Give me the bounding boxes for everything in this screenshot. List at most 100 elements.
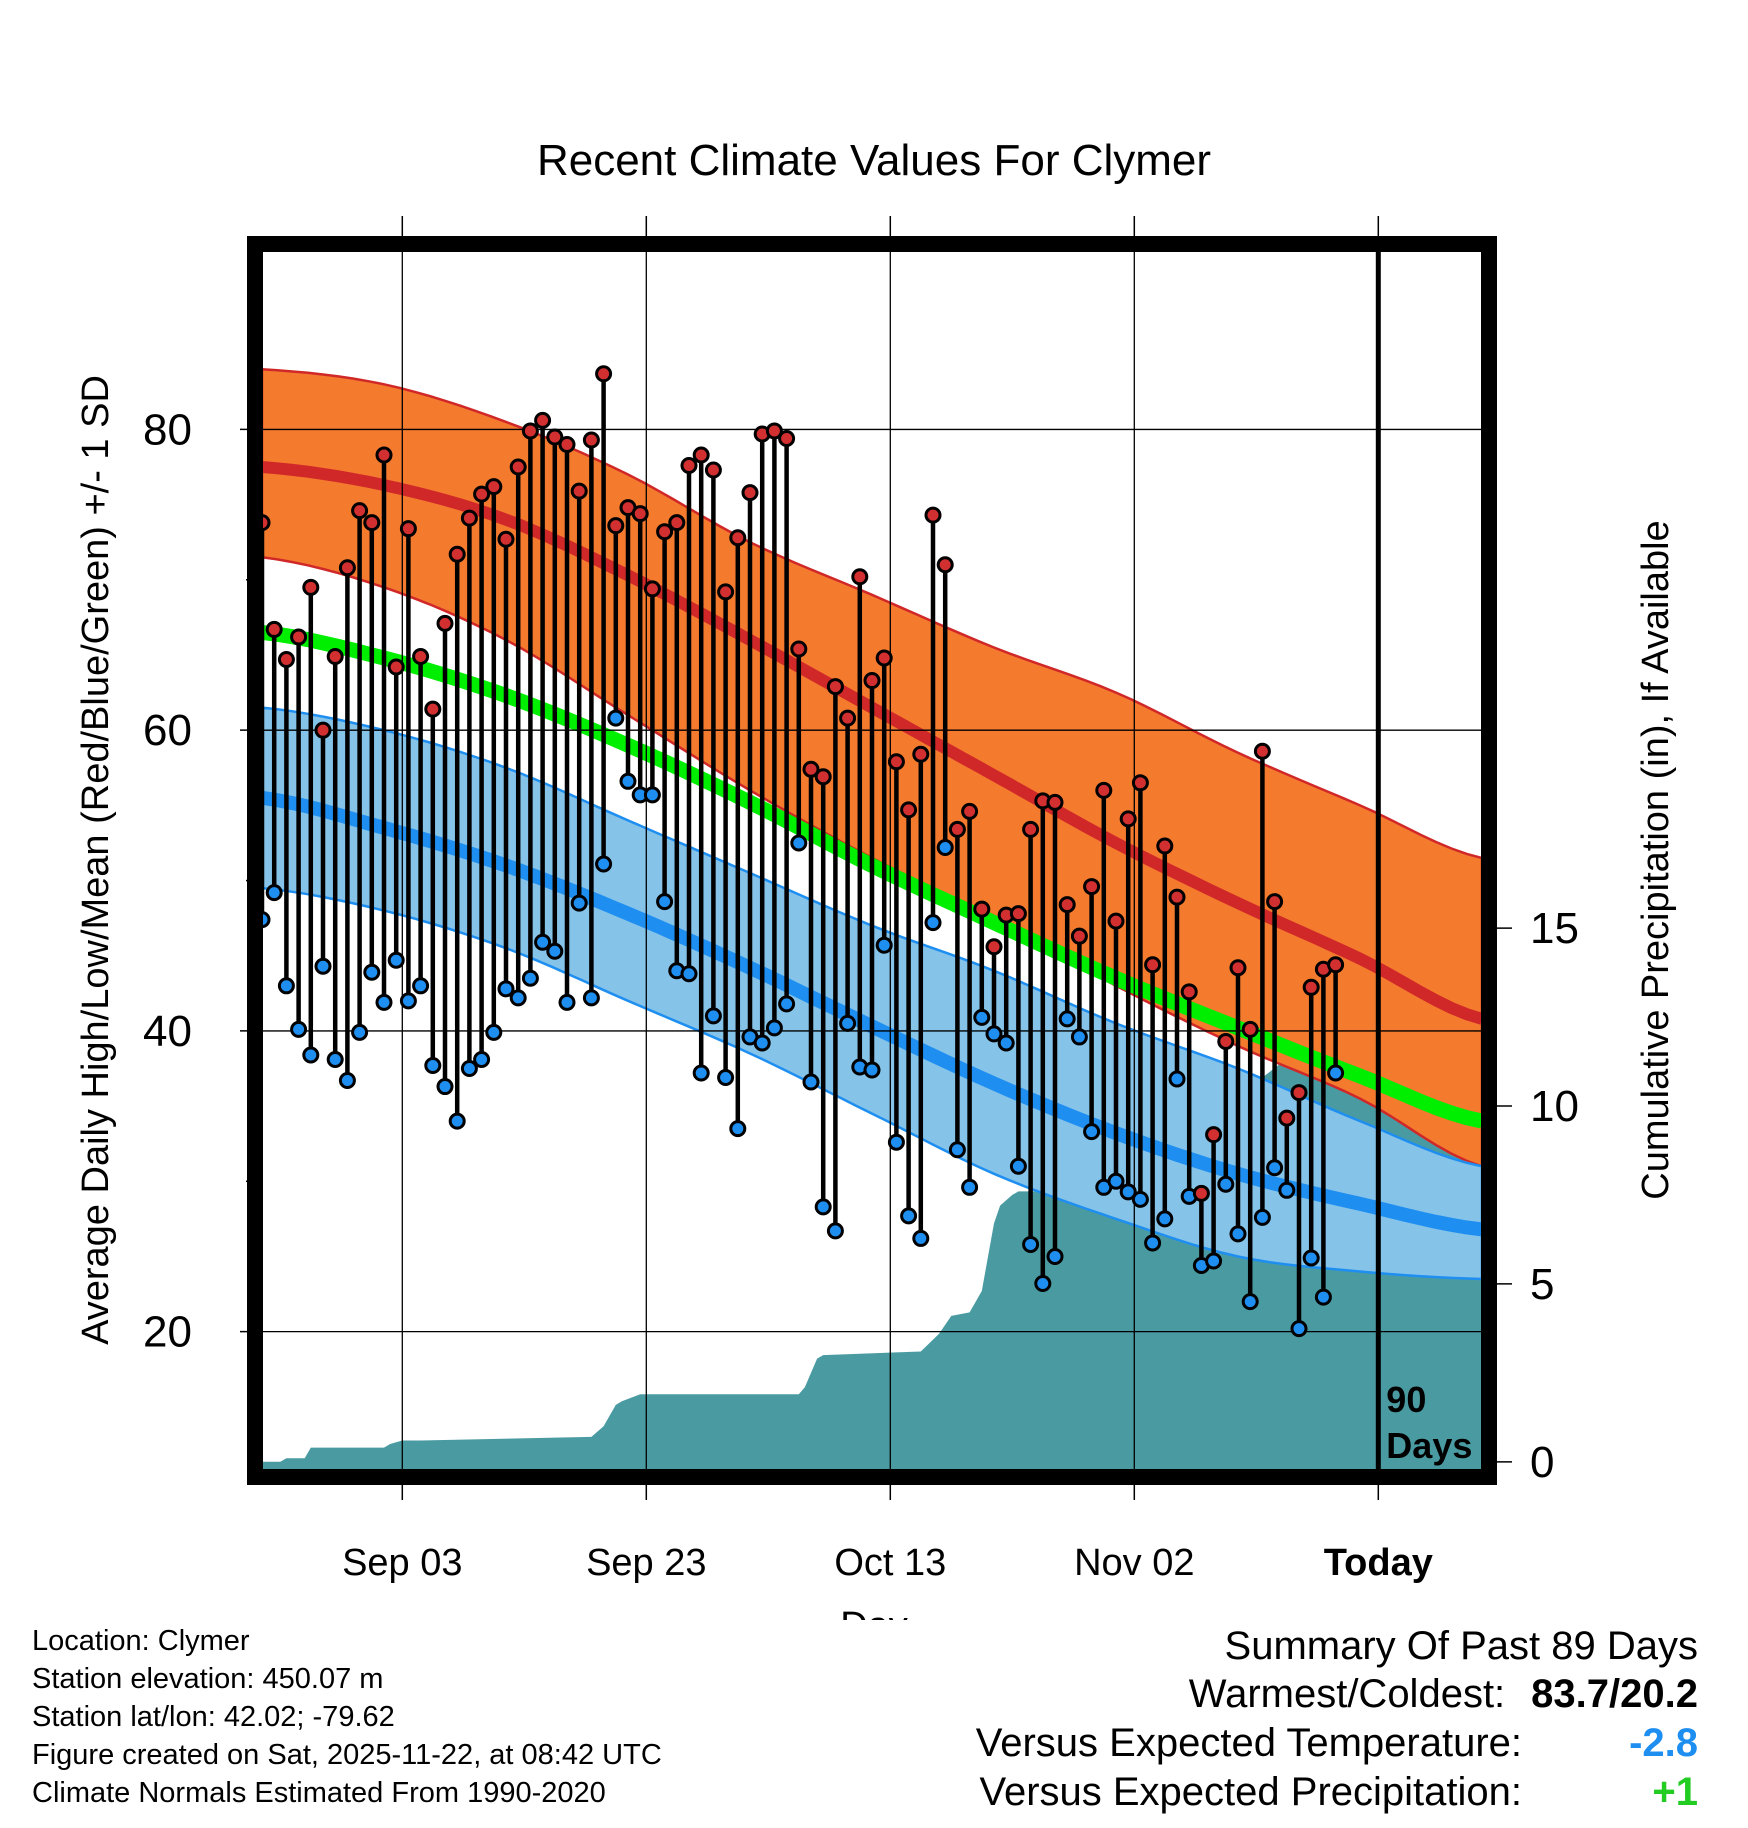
daily-high-point [1278, 1109, 1296, 1127]
warmest-coldest-value: 83.7/20.2 [1531, 1672, 1698, 1716]
x-tick-label: Oct 13 [834, 1542, 946, 1584]
daily-low-point [887, 1133, 905, 1151]
precip-departure-row: Versus Expected Precipitation: +1 [798, 1768, 1698, 1817]
daily-high-point [338, 559, 356, 577]
daily-low-point [656, 893, 674, 911]
daily-high-point [839, 709, 857, 727]
x-tick-label: Nov 02 [1074, 1542, 1194, 1584]
daily-low-point [1144, 1234, 1162, 1252]
daily-low-point [863, 1061, 881, 1079]
daily-low-point [1290, 1320, 1308, 1338]
precip-departure-label: Versus Expected Precipitation: [979, 1770, 1522, 1814]
daily-high-point [741, 484, 759, 502]
daily-low-point [448, 1112, 466, 1130]
daily-high-point [1009, 905, 1027, 923]
daily-high-point [1168, 888, 1186, 906]
daily-low-point [839, 1014, 857, 1032]
daily-low-point [1302, 1249, 1320, 1267]
daily-high-point [460, 509, 478, 527]
daily-low-point [1266, 1159, 1284, 1177]
chart-title: Recent Climate Values For Clymer [537, 136, 1211, 185]
precip-tick-label: 5 [1530, 1260, 1554, 1309]
daily-high-point [692, 446, 710, 464]
y-tick-label: 60 [143, 706, 192, 755]
daily-low-point [570, 894, 588, 912]
daily-high-point [1095, 781, 1113, 799]
daily-low-point [497, 980, 515, 998]
temp-departure-value: -2.8 [1629, 1721, 1698, 1765]
daily-low-point [1119, 1183, 1137, 1201]
y-tick-label: 80 [143, 405, 192, 454]
daily-high-point [314, 721, 332, 739]
daily-high-point [887, 753, 905, 771]
daily-low-point [875, 936, 893, 954]
daily-low-point [607, 709, 625, 727]
daily-high-point [509, 458, 527, 476]
daily-low-point [509, 989, 527, 1007]
daily-high-point [802, 760, 820, 778]
daily-low-point [1070, 1028, 1088, 1046]
daily-high-point [1192, 1184, 1210, 1202]
daily-low-point [1241, 1293, 1259, 1311]
precip-departure-value: +1 [1652, 1770, 1698, 1814]
daily-high-point [1290, 1084, 1308, 1102]
daily-low-point [436, 1078, 454, 1096]
daily-high-point [704, 461, 722, 479]
daily-low-point [534, 933, 552, 951]
daily-low-point [912, 1229, 930, 1247]
daily-low-point [1168, 1070, 1186, 1088]
daily-low-point [1327, 1064, 1345, 1082]
daily-low-point [558, 993, 576, 1011]
daily-high-point [290, 628, 308, 646]
daily-high-point [900, 801, 918, 819]
daily-high-point [1046, 793, 1064, 811]
daily-low-point [1156, 1210, 1174, 1228]
daily-low-point [399, 992, 417, 1010]
daily-high-point [473, 485, 491, 503]
daily-high-point [582, 431, 600, 449]
daily-low-point [582, 989, 600, 1007]
daily-low-point [753, 1034, 771, 1052]
daily-high-point [863, 672, 881, 690]
daily-low-point [778, 995, 796, 1013]
daily-high-point [1107, 912, 1125, 930]
daily-high-point [631, 505, 649, 523]
daily-low-point [997, 1034, 1015, 1052]
daily-low-point [290, 1020, 308, 1038]
daily-high-point [399, 520, 417, 538]
x-tick-label: Sep 03 [342, 1542, 462, 1584]
daily-high-point [1241, 1020, 1259, 1038]
x-tick-label: Today [1324, 1542, 1433, 1584]
daily-low-point [790, 834, 808, 852]
daily-low-point [900, 1207, 918, 1225]
daily-low-point [546, 942, 564, 960]
daily-low-point [363, 963, 381, 981]
daily-high-point [424, 700, 442, 718]
daily-low-point [473, 1050, 491, 1068]
daily-low-point [1229, 1225, 1247, 1243]
daily-high-point [546, 428, 564, 446]
warmest-coldest-label: Warmest/Coldest: [1188, 1672, 1506, 1716]
daily-low-point [802, 1073, 820, 1091]
daily-high-point [924, 506, 942, 524]
daily-low-point [387, 951, 405, 969]
daily-high-point [912, 745, 930, 763]
daily-low-point [1009, 1157, 1027, 1175]
daily-low-point [643, 786, 661, 804]
daily-high-point [375, 446, 393, 464]
y-tick-label: 20 [143, 1308, 192, 1357]
daily-low-point [729, 1120, 747, 1138]
daily-high-point [790, 640, 808, 658]
daily-high-point [448, 545, 466, 563]
elevation-text: Station elevation: 450.07 m [32, 1663, 384, 1695]
daily-high-point [814, 768, 832, 786]
daily-high-point [570, 482, 588, 500]
daily-high-point [326, 647, 344, 665]
daily-low-point [765, 1019, 783, 1037]
daily-low-point [619, 772, 637, 790]
daily-high-point [1131, 774, 1149, 792]
daily-high-point [351, 502, 369, 520]
daily-high-point [1022, 820, 1040, 838]
daily-high-point [778, 429, 796, 447]
daily-high-point [1266, 893, 1284, 911]
